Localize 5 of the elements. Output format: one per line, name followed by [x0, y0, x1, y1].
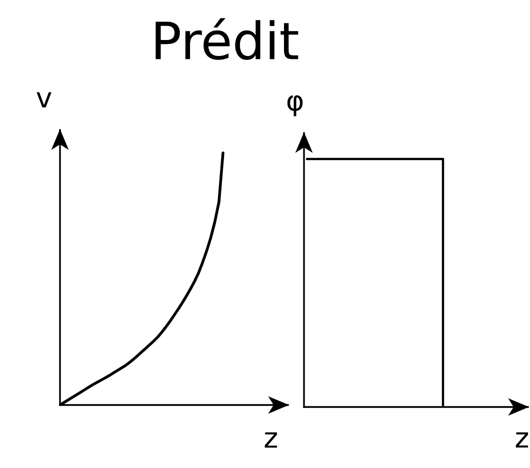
y-axis-title: φ	[287, 95, 303, 116]
x-axis-title: z	[264, 432, 277, 448]
chart-title: Prédit	[156, 18, 298, 60]
x-axis-title: z	[516, 432, 528, 448]
y-axis-title: v	[36, 92, 52, 108]
